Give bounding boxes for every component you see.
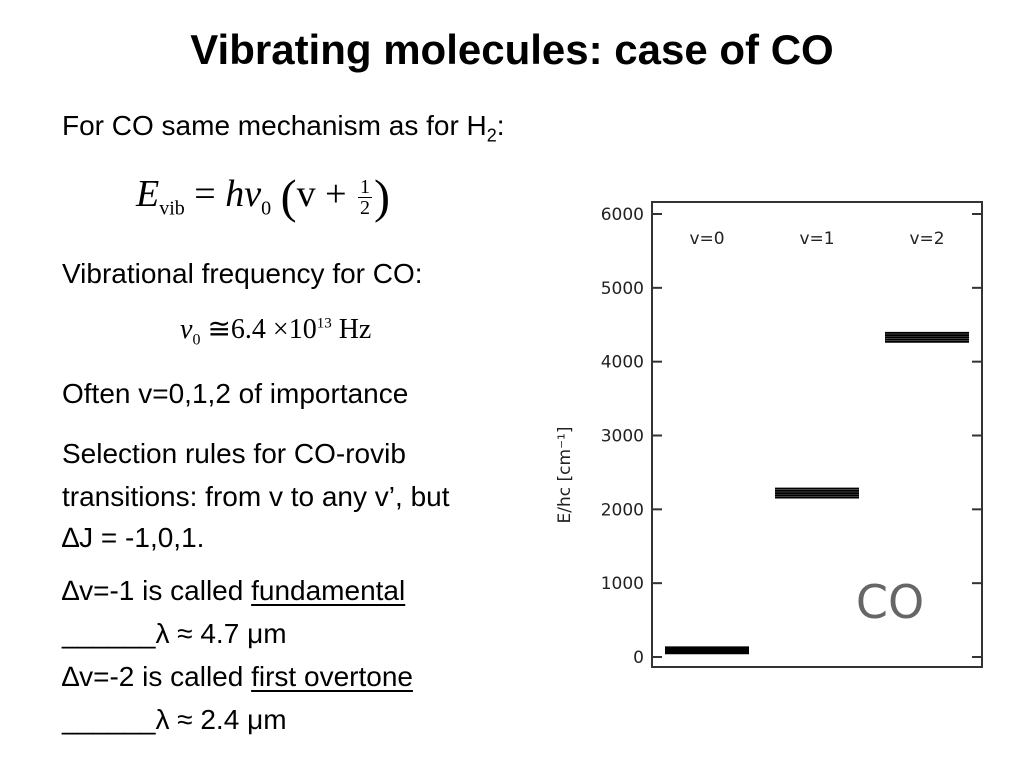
formula-e-sub: vib: [159, 197, 185, 220]
fraction-denominator: 2: [360, 196, 371, 219]
formula-nu: ν: [244, 173, 262, 215]
formula-e: E: [136, 173, 160, 215]
formula-equals: =: [194, 173, 216, 215]
freq-unit: Hz: [338, 314, 372, 345]
chart-levels: v=0 v=1 v=2: [665, 229, 969, 655]
chart-tick-label: 4000: [601, 353, 644, 373]
fundamental-term: fundamental: [251, 575, 406, 606]
chart-y-axis-label: E/hc [cm⁻¹]: [555, 427, 575, 524]
often-text: Often v=0,1,2 of importance: [62, 378, 409, 409]
formula-v: v: [296, 173, 316, 215]
chart-tick-label: 0: [633, 648, 644, 668]
chart-frame: [651, 201, 983, 668]
freq-approx: ≅: [207, 314, 231, 345]
chart-level-label: v=2: [909, 229, 944, 249]
overtone-wavelength-line: ______λ ≈ 2.4 μm: [62, 704, 287, 736]
formula-plus: +: [325, 173, 347, 215]
vib-freq-text: Vibrational frequency for CO:: [62, 258, 423, 289]
selection-line-3: ∆J = -1,0,1.: [62, 522, 205, 553]
formula-close-paren: ): [374, 170, 390, 224]
intro-colon: :: [496, 110, 505, 141]
selection-line-1: Selection rules for CO-rovib: [62, 438, 406, 469]
fundamental-prefix: ∆v=-1 is called: [62, 575, 252, 606]
overtone-term: first overtone: [251, 661, 413, 692]
energy-level-chart: 0 1000 2000 3000 4000 5000 6000 v=0 v=1 v=2 E/hc…: [555, 201, 983, 668]
overtone-line: ∆v=-2 is called first overtone: [62, 661, 413, 693]
freq-exp: 13: [316, 315, 332, 332]
freq-nu: ν: [180, 314, 193, 345]
chart-tick-label: 3000: [601, 427, 644, 447]
chart-level-label: v=0: [689, 229, 724, 249]
chart-tick-label: 5000: [601, 279, 644, 299]
slide-title: Vibrating molecules: case of CO: [190, 26, 834, 73]
formula-h: h: [225, 173, 245, 215]
chart-tick-label: 1000: [601, 574, 644, 594]
overtone-prefix: ∆v=-2 is called: [62, 661, 252, 692]
chart-y-ticks: 0 1000 2000 3000 4000 5000 6000: [601, 205, 982, 668]
freq-value: 6.4: [230, 314, 266, 345]
overtone-wavelength: λ ≈ 2.4 μm: [155, 704, 287, 735]
overtone-blank: ______: [62, 704, 156, 735]
fundamental-wavelength: λ ≈ 4.7 μm: [155, 618, 287, 649]
fundamental-blank: ______: [62, 618, 156, 649]
intro-text: For CO same mechanism as for H: [62, 110, 487, 141]
formula-open-paren: (: [280, 170, 297, 224]
intro-line: For CO same mechanism as for H2:: [62, 110, 505, 152]
chart-level-label: v=1: [799, 229, 834, 249]
freq-base: 10: [288, 314, 317, 345]
chart-tick-label: 2000: [601, 500, 644, 520]
chart-tick-label: 6000: [601, 205, 644, 225]
fraction-numerator: 1: [358, 175, 373, 198]
freq-times: ×: [272, 314, 289, 345]
freq-nu-sub: 0: [192, 331, 201, 349]
intro-subscript: 2: [486, 125, 497, 146]
chart-plot-border: [651, 201, 983, 668]
frequency-formula: ν0 ≅6.4 ×1013 Hz: [180, 312, 371, 350]
selection-line-2: transitions: from v to any v’, but: [62, 481, 450, 512]
vib-energy-formula: Evib = hν0 (v + 1 2): [136, 172, 390, 221]
fundamental-wavelength-line: ______λ ≈ 4.7 μm: [62, 618, 287, 650]
chart-co-annotation: CO: [856, 575, 924, 629]
fundamental-line: ∆v=-1 is called fundamental: [62, 575, 405, 607]
formula-nu-sub: 0: [261, 197, 272, 220]
